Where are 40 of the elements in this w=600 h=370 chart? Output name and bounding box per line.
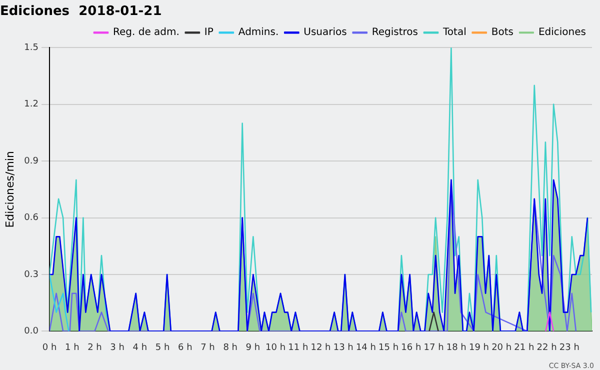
x-tick-label: 8 h bbox=[223, 342, 238, 353]
legend-label: Registros bbox=[372, 27, 418, 38]
x-tick-label: 21 h bbox=[514, 342, 534, 353]
x-tick-label: 16 h bbox=[401, 342, 422, 353]
y-tick-label: 1.2 bbox=[24, 100, 39, 110]
x-tick-label: 23 h bbox=[559, 342, 580, 353]
x-tick-label: 12 h bbox=[310, 342, 331, 353]
x-tick-label: 18 h bbox=[446, 342, 466, 353]
legend-label: Ediciones bbox=[538, 27, 586, 38]
y-tick-label: 0.6 bbox=[24, 213, 39, 224]
x-tick-label: 7 h bbox=[200, 342, 215, 353]
y-tick-label: 0.3 bbox=[24, 270, 39, 280]
legend-label: Reg. de adm. bbox=[112, 27, 180, 38]
x-tick-label: 15 h bbox=[378, 342, 399, 353]
legend-label: Usuarios bbox=[304, 27, 347, 38]
x-tick-label: 19 h bbox=[468, 342, 489, 353]
y-tick-label: 1.5 bbox=[24, 42, 39, 53]
legend-label: Total bbox=[442, 27, 466, 38]
x-tick-label: 17 h bbox=[424, 342, 444, 353]
x-tick-label: 11 h bbox=[288, 342, 308, 353]
x-tick-label: 6 h bbox=[178, 342, 192, 353]
legend-label: IP bbox=[204, 27, 214, 38]
y-tick-label: 0.9 bbox=[24, 156, 39, 166]
y-axis-title: Ediciones/min bbox=[3, 151, 16, 228]
x-tick-label: 2 h bbox=[88, 342, 102, 353]
y-tick-label: 0.0 bbox=[24, 326, 39, 337]
x-tick-label: 14 h bbox=[356, 342, 376, 353]
x-tick-label: 4 h bbox=[132, 342, 148, 353]
x-tick-label: 5 h bbox=[155, 342, 170, 353]
legend-label: Admins. bbox=[238, 27, 279, 38]
x-tick-label: 0 h bbox=[42, 342, 57, 353]
x-tick-label: 22 h bbox=[536, 342, 557, 353]
x-tick-label: 3 h bbox=[110, 342, 124, 353]
x-tick-label: 13 h bbox=[333, 342, 354, 353]
x-tick-label: 9 h bbox=[246, 342, 260, 353]
x-tick-label: 10 h bbox=[266, 342, 286, 353]
x-tick-label: 1 h bbox=[64, 342, 80, 353]
x-tick-label: 20 h bbox=[492, 342, 512, 353]
chart-title: Ediciones 2018-01-21 bbox=[0, 4, 162, 20]
legend-label: Bots bbox=[491, 27, 514, 38]
